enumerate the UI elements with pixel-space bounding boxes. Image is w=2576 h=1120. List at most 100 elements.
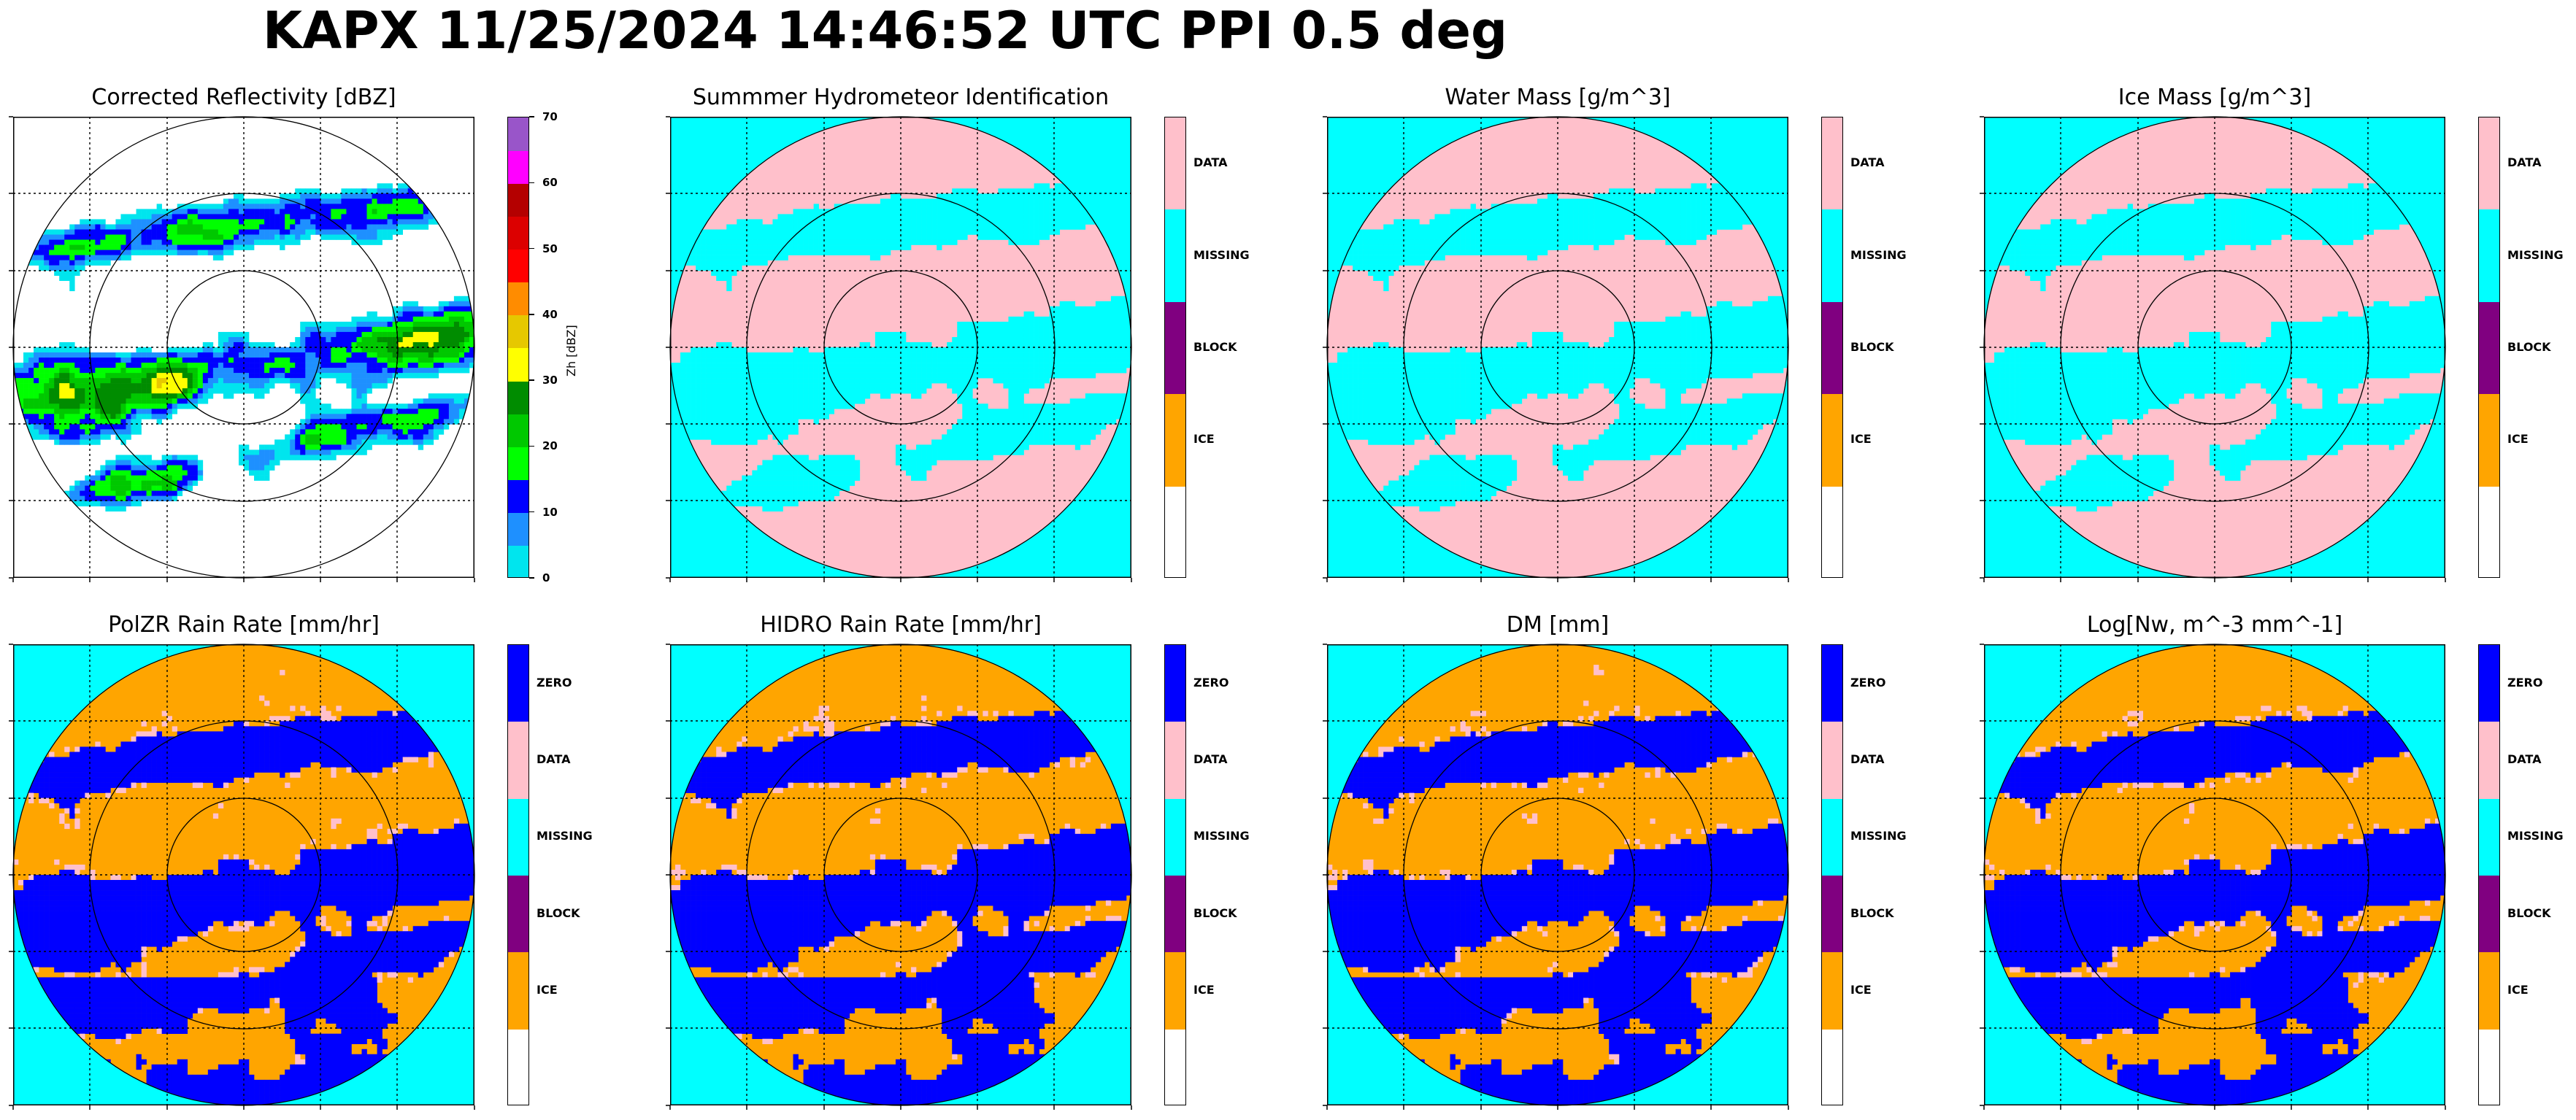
plot-frame bbox=[670, 117, 1131, 578]
colorbar bbox=[1821, 117, 1843, 578]
colorbar-category-label: BLOCK bbox=[2507, 341, 2551, 354]
colorbar-category-label: ZERO bbox=[537, 676, 572, 690]
colorbar-segment bbox=[508, 645, 528, 722]
colorbar-category-label: ZERO bbox=[1850, 676, 1885, 690]
radar-ppi-plot bbox=[1323, 116, 1789, 582]
colorbar-segment bbox=[2479, 301, 2499, 395]
panel-title: Summmer Hydrometeor Identification bbox=[670, 85, 1131, 111]
colorbar-segment bbox=[1165, 645, 1185, 722]
colorbar-category-label: DATA bbox=[537, 753, 570, 766]
colorbar-category-label: ZERO bbox=[1193, 676, 1229, 690]
colorbar-segment bbox=[2479, 1029, 2499, 1105]
colorbar-segment bbox=[1822, 1029, 1842, 1105]
colorbar bbox=[507, 644, 529, 1105]
colorbar-segment bbox=[1165, 722, 1185, 800]
colorbar-segment bbox=[1165, 1029, 1185, 1105]
colorbar bbox=[1164, 117, 1186, 578]
colorbar-category-label: BLOCK bbox=[2507, 906, 2551, 920]
radar-ppi-plot bbox=[666, 116, 1132, 582]
colorbar-category-label: MISSING bbox=[2507, 248, 2564, 262]
colorbar-tick-label: 30 bbox=[542, 374, 558, 386]
colorbar-segment bbox=[1822, 301, 1842, 395]
figure-title: KAPX 11/25/2024 14:46:52 UTC PPI 0.5 deg bbox=[0, 0, 1770, 61]
colorbar-segment bbox=[508, 216, 528, 250]
colorbar-segment bbox=[1822, 876, 1842, 953]
colorbar-segment bbox=[1822, 394, 1842, 487]
colorbar-category-label: ICE bbox=[2507, 433, 2529, 446]
colorbar-tick-label: 0 bbox=[542, 572, 550, 584]
colorbar-category-label: BLOCK bbox=[1193, 341, 1237, 354]
radar-ppi-plot bbox=[9, 116, 475, 582]
panel-title: Log[Nw, m^-3 mm^-1] bbox=[1984, 612, 2445, 638]
colorbar bbox=[507, 117, 529, 578]
colorbar bbox=[1821, 644, 1843, 1105]
colorbar-category-label: ICE bbox=[1850, 984, 1872, 997]
colorbar-segment bbox=[508, 117, 528, 151]
colorbar-segment bbox=[1165, 394, 1185, 487]
colorbar-category-label: MISSING bbox=[1193, 830, 1250, 843]
colorbar-segment bbox=[1165, 117, 1185, 210]
colorbar-segment bbox=[1822, 798, 1842, 876]
colorbar-segment bbox=[1822, 117, 1842, 210]
colorbar-category-label: DATA bbox=[2507, 753, 2541, 766]
radar-ppi-plot bbox=[1980, 644, 2446, 1110]
colorbar-segment bbox=[2479, 117, 2499, 210]
colorbar-category-label: BLOCK bbox=[1850, 341, 1894, 354]
axis-ticks bbox=[9, 644, 475, 1110]
colorbar-segment bbox=[1165, 209, 1185, 303]
colorbar-tick-label: 50 bbox=[542, 243, 558, 255]
plot-frame bbox=[13, 117, 474, 578]
colorbar-segment bbox=[2479, 952, 2499, 1030]
colorbar-segment bbox=[508, 1029, 528, 1105]
colorbar-category-label: MISSING bbox=[1850, 248, 1907, 262]
colorbar-category-label: DATA bbox=[1193, 156, 1227, 169]
colorbar-tick-label: 70 bbox=[542, 111, 558, 123]
colorbar-segment bbox=[1165, 798, 1185, 876]
colorbar-tick bbox=[529, 511, 534, 513]
colorbar-segment bbox=[1165, 952, 1185, 1030]
colorbar-segment bbox=[508, 314, 528, 349]
colorbar-segment bbox=[508, 183, 528, 217]
colorbar-category-label: BLOCK bbox=[1193, 906, 1237, 920]
plot-frame bbox=[1984, 644, 2445, 1105]
colorbar-category-label: MISSING bbox=[1193, 248, 1250, 262]
colorbar-tick-label: 40 bbox=[542, 309, 558, 320]
colorbar-segment bbox=[508, 722, 528, 800]
colorbar-category-label: ICE bbox=[2507, 984, 2529, 997]
colorbar bbox=[1164, 644, 1186, 1105]
colorbar-category-label: BLOCK bbox=[1850, 906, 1894, 920]
panel-title: DM [mm] bbox=[1327, 612, 1788, 638]
colorbar-tick-label: 10 bbox=[542, 506, 558, 518]
plot-frame bbox=[13, 644, 474, 1105]
axis-ticks bbox=[9, 116, 475, 582]
colorbar-category-label: ICE bbox=[1193, 984, 1215, 997]
radar-ppi-plot bbox=[666, 644, 1132, 1110]
colorbar-category-label: MISSING bbox=[537, 830, 593, 843]
colorbar-segment bbox=[508, 414, 528, 447]
colorbar-segment bbox=[1165, 876, 1185, 953]
colorbar-tick bbox=[529, 379, 534, 381]
colorbar-segment bbox=[1822, 952, 1842, 1030]
colorbar-segment bbox=[1822, 209, 1842, 303]
plot-frame bbox=[670, 644, 1131, 1105]
colorbar-tick bbox=[529, 247, 534, 250]
colorbar-tick bbox=[529, 445, 534, 447]
colorbar-segment bbox=[508, 479, 528, 514]
colorbar-segment bbox=[508, 282, 528, 316]
colorbar-tick-label: 20 bbox=[542, 440, 558, 452]
colorbar-category-label: BLOCK bbox=[537, 906, 580, 920]
colorbar-segment bbox=[508, 348, 528, 382]
radar-ppi-plot bbox=[9, 644, 475, 1110]
plot-frame bbox=[1327, 117, 1788, 578]
colorbar-segment bbox=[1822, 645, 1842, 722]
colorbar-tick-label: 60 bbox=[542, 177, 558, 188]
colorbar-category-label: ZERO bbox=[2507, 676, 2542, 690]
colorbar bbox=[2478, 644, 2500, 1105]
colorbar-category-label: ICE bbox=[537, 984, 558, 997]
colorbar-category-label: ICE bbox=[1193, 433, 1215, 446]
colorbar-segment bbox=[508, 952, 528, 1030]
panel-title: Corrected Reflectivity [dBZ] bbox=[13, 85, 474, 111]
colorbar-segment bbox=[2479, 876, 2499, 953]
axis-ticks bbox=[666, 116, 1132, 582]
colorbar-tick bbox=[529, 182, 534, 184]
